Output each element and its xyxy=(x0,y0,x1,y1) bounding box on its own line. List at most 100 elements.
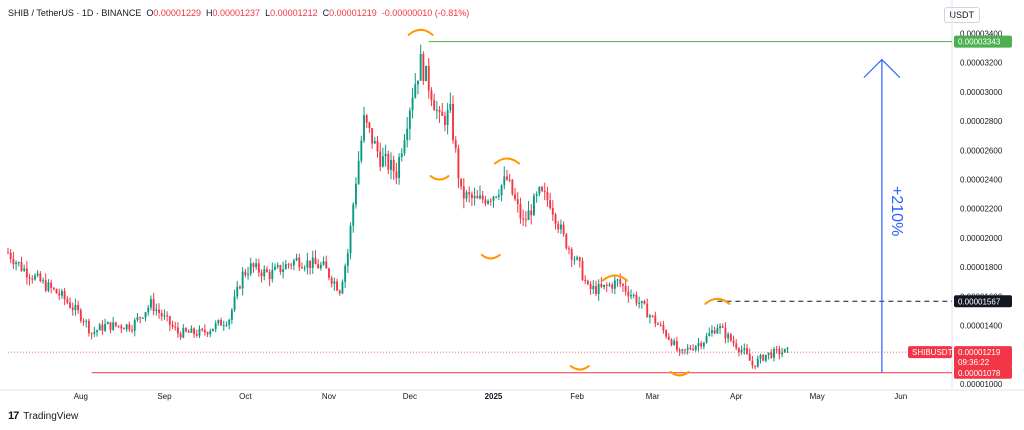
swing-bottom-marker xyxy=(669,370,690,377)
candle-body xyxy=(619,279,622,285)
candle-body xyxy=(42,280,45,282)
current-price-label: 0.00001219 xyxy=(958,348,1001,357)
x-tick-label: Nov xyxy=(322,392,336,401)
candle-body xyxy=(301,267,303,269)
candle-body xyxy=(678,350,681,352)
candle-body xyxy=(123,328,125,330)
candle-body xyxy=(635,295,638,304)
candle-body xyxy=(271,269,274,280)
candle-body xyxy=(131,329,134,331)
candle-body xyxy=(187,331,190,333)
candle-body xyxy=(403,140,406,154)
candle-body xyxy=(371,128,374,144)
candle-body xyxy=(724,327,727,339)
candle-body xyxy=(535,194,538,196)
candle-body xyxy=(400,153,403,158)
candle-body xyxy=(408,110,411,129)
candle-body xyxy=(511,179,514,195)
candle-body xyxy=(12,259,15,265)
candle-body xyxy=(708,333,711,336)
candle-body xyxy=(387,153,390,170)
swing-top-marker xyxy=(407,28,434,36)
candle-body xyxy=(435,109,438,111)
candle-body xyxy=(506,176,508,180)
candle-body xyxy=(711,330,713,334)
candle-body xyxy=(373,141,376,144)
candle-body xyxy=(732,340,735,344)
candle-body xyxy=(740,349,743,352)
candle-body xyxy=(265,269,268,273)
swing-top-marker xyxy=(704,297,731,305)
candle-body xyxy=(290,264,293,266)
candle-body xyxy=(600,283,603,287)
candle-body xyxy=(554,214,557,224)
candle-body xyxy=(212,328,214,332)
candle-body xyxy=(93,331,96,334)
low-value: 0.00001212 xyxy=(270,8,318,18)
candle-body xyxy=(522,218,525,220)
candle-body xyxy=(719,326,721,329)
candle-body xyxy=(514,194,517,200)
candle-body xyxy=(479,195,481,199)
level-badge xyxy=(954,35,1012,48)
candle-body xyxy=(640,300,643,304)
candle-body xyxy=(74,304,77,310)
candle-body xyxy=(185,328,187,332)
candle-body xyxy=(63,291,66,300)
candle-body xyxy=(764,354,767,361)
close-label: C xyxy=(322,8,330,18)
candles-group xyxy=(7,44,789,370)
candle-body xyxy=(697,343,700,347)
y-tick-label: 0.00002000 xyxy=(960,234,1003,243)
currency-button[interactable]: USDT xyxy=(943,7,980,23)
y-tick-label: 0.00001400 xyxy=(960,322,1003,331)
candle-body xyxy=(468,192,471,195)
candle-body xyxy=(52,287,55,290)
candle-body xyxy=(247,274,249,276)
candle-body xyxy=(168,316,171,325)
candle-body xyxy=(665,330,668,337)
candle-body xyxy=(120,325,123,329)
candle-body xyxy=(114,322,117,326)
candle-body xyxy=(220,320,223,326)
candle-body xyxy=(508,179,511,181)
candle-body xyxy=(58,293,61,296)
candle-body xyxy=(419,53,422,81)
candle-body xyxy=(77,304,80,311)
candle-body xyxy=(338,290,341,294)
candle-body xyxy=(516,199,519,205)
level-badge-label: 0.00001567 xyxy=(958,297,1001,306)
candle-body xyxy=(422,53,425,81)
x-tick-label: Mar xyxy=(646,392,660,401)
candle-body xyxy=(263,269,266,277)
candle-body xyxy=(390,159,392,170)
level-badge xyxy=(954,366,1012,379)
candle-body xyxy=(379,151,382,167)
candle-body xyxy=(762,355,765,361)
tradingview-branding: 17 TradingView xyxy=(8,410,78,422)
swing-bottom-marker xyxy=(480,253,501,260)
candle-body xyxy=(778,348,781,355)
candle-body xyxy=(128,324,131,330)
x-tick-label: Feb xyxy=(570,392,584,401)
candle-body xyxy=(381,156,384,167)
candle-body xyxy=(743,348,746,350)
candle-body xyxy=(28,277,31,279)
x-tick-label: Dec xyxy=(403,392,417,401)
candle-body xyxy=(395,171,398,179)
candle-body xyxy=(767,352,770,355)
high-value: 0.00001237 xyxy=(212,8,261,18)
candle-body xyxy=(608,284,611,286)
candle-body xyxy=(79,310,82,321)
candle-body xyxy=(532,195,535,216)
candle-body xyxy=(589,284,592,290)
candle-body xyxy=(578,257,581,261)
swing-top-marker xyxy=(493,157,520,165)
candle-body xyxy=(141,317,144,319)
candle-body xyxy=(230,309,233,321)
candle-body xyxy=(489,200,492,202)
symbol-label: SHIB / TetherUS · 1D · BINANCE xyxy=(8,8,142,18)
tradingview-logo-icon: 17 xyxy=(8,410,19,422)
candle-body xyxy=(559,224,562,230)
